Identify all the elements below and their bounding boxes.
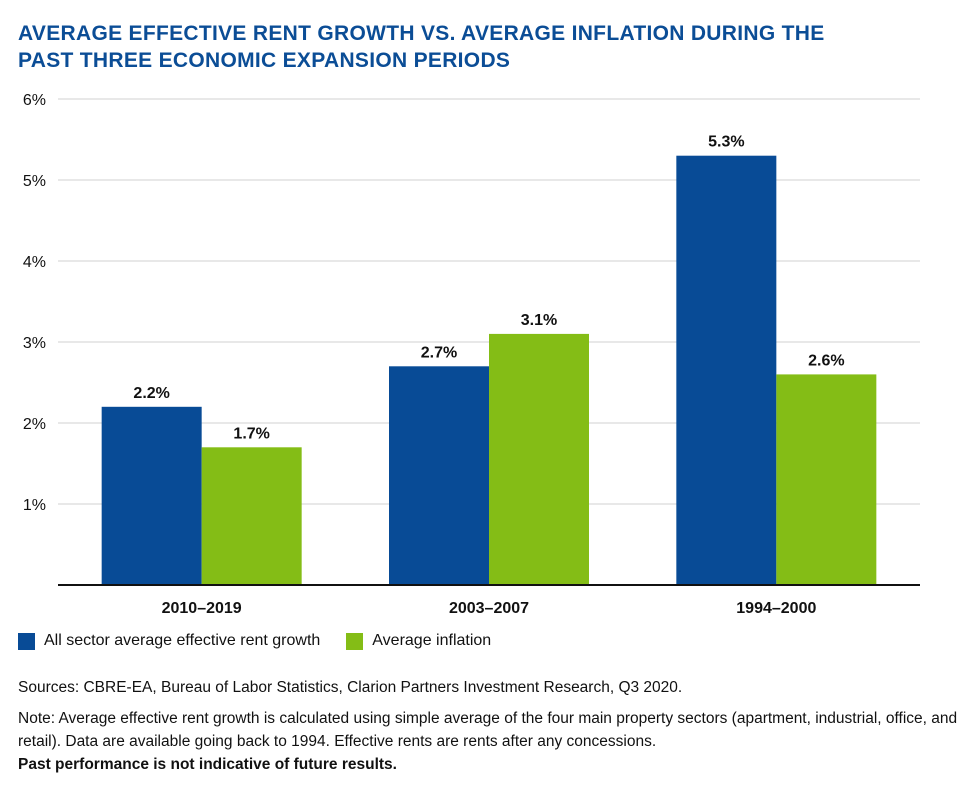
chart-title-line-1: AVERAGE EFFECTIVE RENT GROWTH VS. AVERAG… xyxy=(18,22,825,45)
legend-label-rent: All sector average effective rent growth xyxy=(44,632,321,649)
bar-rent-2 xyxy=(676,155,777,585)
y-tick-label-3: 3% xyxy=(23,335,46,352)
x-tick-label-1: 2003–2007 xyxy=(449,600,529,617)
x-tick-label-0: 2010–2019 xyxy=(162,600,242,617)
bar-inflation-2 xyxy=(776,374,877,585)
data-label-inflation-0: 1.7% xyxy=(233,425,269,442)
chart-title-line-2: PAST THREE ECONOMIC EXPANSION PERIODS xyxy=(18,49,511,72)
disclaimer: Past performance is not indicative of fu… xyxy=(18,756,397,773)
chart-title: AVERAGE EFFECTIVE RENT GROWTH VS. AVERAG… xyxy=(18,20,918,74)
y-tick-label-1: 1% xyxy=(23,497,46,514)
legend-label-inflation: Average inflation xyxy=(372,632,492,649)
legend-item-rent: All sector average effective rent growth xyxy=(18,632,320,650)
legend-swatch-rent xyxy=(18,632,35,650)
method-note: Note: Average effective rent growth is c… xyxy=(18,710,958,750)
bar-inflation-1 xyxy=(489,333,589,585)
footnotes: Sources: CBRE-EA, Bureau of Labor Statis… xyxy=(18,676,958,784)
data-label-rent-0: 2.2% xyxy=(133,385,169,402)
legend-item-inflation: Average inflation xyxy=(346,632,491,650)
bar-chart: 1% 2% 3% 4% 5% 6% 2.2% 1.7% 2010–2019 2.7% 3.1% 200… xyxy=(23,92,920,617)
bar-rent-0 xyxy=(101,406,202,585)
y-tick-label-4: 4% xyxy=(23,254,46,271)
bar-rent-1 xyxy=(389,366,489,585)
y-tick-label-6: 6% xyxy=(23,92,46,109)
legend: All sector average effective rent growth… xyxy=(18,632,517,650)
sources-note: Sources: CBRE-EA, Bureau of Labor Statis… xyxy=(18,679,683,696)
y-tick-label-2: 2% xyxy=(23,416,46,433)
x-tick-label-2: 1994–2000 xyxy=(736,600,816,617)
bar-inflation-0 xyxy=(201,447,302,585)
data-label-rent-1: 2.7% xyxy=(421,344,457,361)
y-tick-label-5: 5% xyxy=(23,173,46,190)
data-label-inflation-2: 2.6% xyxy=(808,352,844,369)
legend-swatch-inflation xyxy=(346,632,364,650)
data-label-inflation-1: 3.1% xyxy=(521,312,557,329)
data-label-rent-2: 5.3% xyxy=(708,134,744,151)
